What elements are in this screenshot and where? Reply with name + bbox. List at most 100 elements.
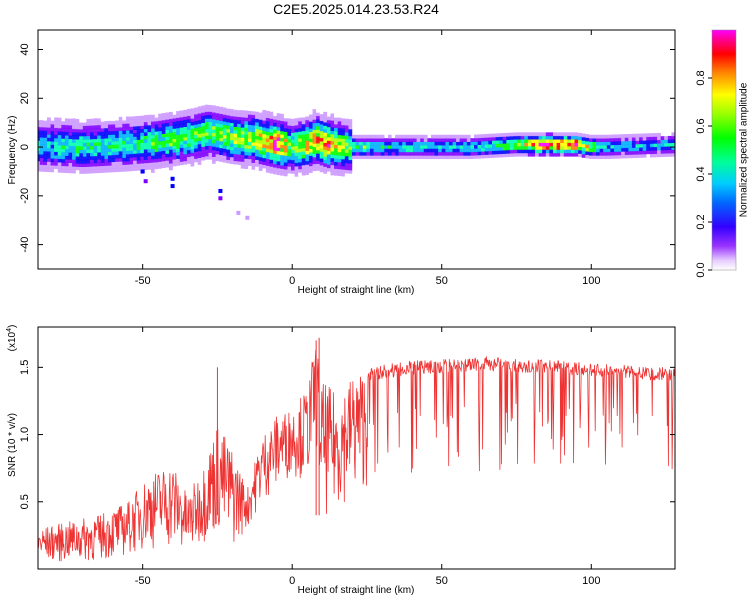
spectrogram-cell bbox=[291, 166, 295, 171]
spectrogram-cell bbox=[574, 142, 579, 147]
spectrogram-cell bbox=[251, 121, 256, 126]
spectrogram-cell bbox=[93, 176, 98, 181]
spectrogram-cell bbox=[111, 137, 116, 142]
spectrogram-cell bbox=[405, 155, 410, 160]
spectrogram-cell bbox=[190, 145, 195, 150]
spectrogram-cell bbox=[68, 159, 73, 164]
spectrogram-cell bbox=[219, 123, 224, 128]
spectrogram-cell bbox=[194, 117, 198, 122]
spectrogram-cell bbox=[136, 112, 141, 116]
snr-y-multiplier-close: ) bbox=[7, 325, 18, 328]
spectrogram-cell bbox=[287, 159, 292, 164]
spectrogram-cell bbox=[170, 184, 175, 189]
spectrogram-cell bbox=[197, 157, 202, 162]
spectrogram-cell bbox=[326, 160, 331, 165]
spectrogram-cell bbox=[301, 175, 306, 179]
spectrogram-cell bbox=[46, 151, 51, 156]
spectrogram-cell bbox=[434, 141, 439, 146]
spectrogram-cell bbox=[107, 141, 112, 146]
spectrogram-cell bbox=[165, 122, 170, 127]
spectrogram-cell bbox=[118, 154, 123, 159]
spectrogram-cell bbox=[219, 144, 224, 149]
spectrogram-cell bbox=[104, 162, 109, 166]
spectrogram-cell bbox=[100, 145, 105, 149]
spectrogram-cell bbox=[359, 141, 363, 146]
spectrogram-cell bbox=[316, 122, 320, 127]
spectrogram-cell bbox=[258, 153, 263, 158]
spectrogram-cell bbox=[168, 122, 173, 126]
spectrogram-cell bbox=[190, 152, 195, 157]
spectrogram-cell bbox=[405, 134, 410, 139]
spectrogram-cell bbox=[64, 169, 69, 174]
spectrogram-cell bbox=[316, 149, 320, 154]
spectrogram-cell bbox=[262, 130, 267, 135]
spectrogram-cell bbox=[262, 150, 267, 155]
spectrogram-cell bbox=[405, 138, 410, 142]
spectrogram-cell bbox=[545, 156, 550, 161]
spectrogram-cell bbox=[366, 151, 371, 156]
spectrogram-cell bbox=[452, 145, 457, 149]
spectrogram-cell bbox=[158, 120, 163, 125]
spectrogram-cell bbox=[574, 145, 579, 150]
spectrogram-cell bbox=[233, 109, 238, 114]
spectrogram-cell bbox=[588, 144, 593, 149]
spectrogram-cell bbox=[312, 139, 317, 144]
spectrogram-cell bbox=[197, 106, 202, 111]
spectrogram-cell bbox=[323, 149, 328, 154]
spectrogram-cell bbox=[366, 145, 371, 149]
spectrogram-cell bbox=[118, 123, 123, 128]
spectrogram-cell bbox=[179, 137, 184, 142]
spectrogram-cell bbox=[578, 146, 582, 151]
spectrogram-cell bbox=[136, 122, 141, 127]
spectrogram-cell bbox=[488, 140, 493, 145]
spectrogram-cell bbox=[43, 147, 48, 152]
spectrogram-cell bbox=[312, 122, 317, 127]
spectrogram-cell bbox=[380, 151, 385, 156]
spectrogram-cell bbox=[111, 147, 116, 152]
spectrogram-cell bbox=[72, 138, 76, 143]
spectrogram-cell bbox=[588, 148, 593, 153]
spectrogram-cell bbox=[671, 146, 675, 150]
spectrogram-cell bbox=[552, 142, 557, 147]
spectrogram-cell bbox=[405, 145, 410, 149]
spectrogram-cell bbox=[280, 171, 285, 176]
spectrogram-cell bbox=[201, 146, 206, 151]
spectrogram-cell bbox=[477, 137, 482, 142]
spectrogram-cell bbox=[186, 129, 191, 134]
spectrogram-cell bbox=[179, 144, 184, 149]
spectrogram-cell bbox=[305, 171, 310, 175]
spectrogram-cell bbox=[265, 165, 270, 170]
spectrogram-cell bbox=[222, 131, 227, 136]
spectrogram-cell bbox=[133, 143, 137, 148]
spectrogram-cell bbox=[341, 141, 346, 146]
spectrogram-cell bbox=[90, 149, 94, 153]
spectrogram-cell bbox=[147, 135, 152, 140]
spectrogram-cell bbox=[509, 142, 514, 147]
spectrogram-cell bbox=[204, 135, 209, 140]
spectrogram-cell bbox=[276, 130, 281, 135]
spectrogram-cell bbox=[251, 165, 256, 170]
spectrogram-cell bbox=[377, 145, 381, 149]
spectrogram-cell bbox=[43, 123, 48, 128]
spectrogram-cell bbox=[258, 143, 263, 148]
spectrogram-cell bbox=[265, 124, 270, 129]
spectrogram-cell bbox=[341, 162, 346, 167]
spectrogram-cell bbox=[570, 149, 575, 154]
spectrogram-cell bbox=[255, 132, 259, 137]
spectrogram-cell bbox=[280, 144, 285, 149]
spectrogram-cell bbox=[54, 155, 58, 159]
spectrogram-cell bbox=[118, 157, 123, 162]
spectrogram-cell bbox=[183, 153, 188, 158]
spectrogram-cell bbox=[125, 136, 130, 141]
spectrogram-cell bbox=[168, 132, 173, 137]
spectrogram-cell bbox=[420, 155, 424, 160]
spectrogram-cell bbox=[86, 169, 91, 174]
spectrogram-cell bbox=[581, 143, 586, 148]
spectrogram-cell bbox=[104, 168, 109, 173]
spectrogram-cell bbox=[133, 136, 137, 141]
spectrogram-cell bbox=[82, 142, 87, 147]
spectrogram-cell bbox=[624, 157, 629, 162]
spectrogram-cell bbox=[337, 155, 342, 159]
spectrogram-cell bbox=[125, 147, 130, 152]
spectrogram-cell bbox=[57, 165, 62, 170]
